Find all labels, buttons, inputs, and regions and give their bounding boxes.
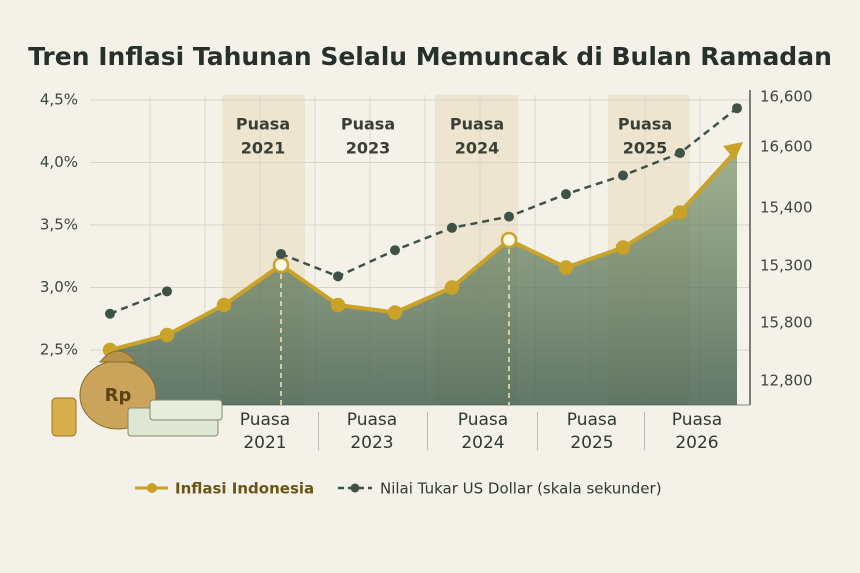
- fx-point: [618, 170, 628, 181]
- y2-tick-label: 15,800: [760, 314, 813, 332]
- x-tick-label: Puasa: [240, 410, 290, 430]
- fx-point: [504, 211, 514, 222]
- y-tick-label: 3,5%: [40, 216, 78, 234]
- inflation-point: [330, 297, 346, 313]
- inflation-point: [387, 305, 403, 320]
- fx-point: [732, 103, 742, 114]
- y-tick-label: 4,5%: [40, 91, 78, 109]
- inflation-point: [272, 256, 290, 274]
- fx-point: [561, 189, 571, 200]
- inflation-area: [110, 150, 737, 405]
- inflation-point: [444, 280, 460, 295]
- fx-point: [390, 245, 400, 256]
- fx-point: [105, 308, 115, 319]
- band-label: Puasa: [618, 115, 672, 134]
- band-label: 2023: [346, 139, 391, 158]
- x-tick-label: 2021: [243, 433, 286, 453]
- fx-point: [162, 286, 172, 297]
- x-tick-label: 2025: [570, 433, 613, 453]
- fx-point: [675, 148, 685, 159]
- y2-tick-label: 15,300: [760, 257, 813, 275]
- band-label: 2021: [241, 139, 286, 158]
- inflation-point: [500, 231, 518, 249]
- x-tick-label: Puasa: [672, 410, 722, 430]
- x-tick-label: Puasa: [347, 410, 397, 430]
- inflation-line: [109, 148, 739, 352]
- y2-tick-label: 15,400: [760, 199, 813, 217]
- band-label: Puasa: [341, 115, 395, 134]
- fx-point: [333, 271, 343, 282]
- fx-point: [447, 222, 457, 233]
- legend-label: Nilai Tukar US Dollar (skala sekunder): [380, 480, 662, 498]
- x-tick-label: Puasa: [458, 410, 508, 430]
- band-label: 2024: [455, 139, 500, 158]
- chart-title: Tren Inflasi Tahunan Selalu Memuncak di …: [28, 42, 832, 71]
- band-label: Puasa: [450, 115, 504, 134]
- inflation-point: [672, 205, 688, 220]
- inflation-point: [159, 327, 175, 343]
- y2-tick-label: 16,600: [760, 138, 813, 156]
- legend-dot: [350, 483, 360, 493]
- inflation-point: [615, 240, 631, 255]
- legend-dot: [147, 483, 157, 493]
- inflation-point: [558, 260, 574, 275]
- y2-tick-label: 12,800: [760, 372, 813, 390]
- y-tick-label: 3,0%: [40, 278, 78, 296]
- money-bag: Rp: [51, 350, 223, 437]
- x-tick-label: 2023: [350, 433, 393, 453]
- y2-tick-label: 16,600: [760, 88, 813, 106]
- y-tick-label: 2,5%: [40, 341, 78, 359]
- bag-label: Rp: [105, 385, 132, 406]
- band-label: Puasa: [236, 115, 290, 134]
- legend-label: Inflasi Indonesia: [175, 480, 314, 498]
- x-tick-label: Puasa: [567, 410, 617, 430]
- x-tick-label: 2026: [675, 433, 718, 453]
- inflation-point: [216, 297, 232, 313]
- y-tick-label: 4,0%: [40, 153, 78, 171]
- band-label: 2025: [623, 139, 668, 158]
- x-tick-label: 2024: [461, 433, 504, 453]
- arrow-head: [723, 142, 743, 160]
- plot: 4,5% 4,0% 3,5% 3,0% 2,5% 16,600 16,600 15,400 15…: [40, 88, 813, 498]
- fx-point: [276, 248, 286, 259]
